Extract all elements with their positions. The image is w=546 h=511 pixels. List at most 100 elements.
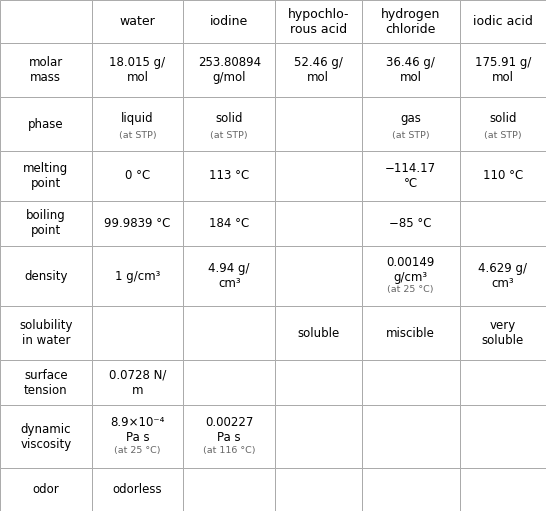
Text: boiling
point: boiling point [26, 210, 66, 238]
Text: soluble: soluble [297, 327, 340, 340]
Bar [0, 43, 92, 97]
Bar [460, 406, 546, 468]
Bar [275, 97, 361, 151]
Bar [460, 360, 546, 406]
Text: 0 °C: 0 °C [125, 169, 150, 182]
Bar [183, 151, 275, 201]
Text: 175.91 g/
mol: 175.91 g/ mol [474, 56, 531, 84]
Bar [92, 468, 183, 511]
Text: 184 °C: 184 °C [209, 217, 250, 230]
Bar [92, 43, 183, 97]
Bar [361, 43, 460, 97]
Text: −114.17
°C: −114.17 °C [385, 162, 436, 190]
Bar [460, 43, 546, 97]
Bar [275, 0, 361, 43]
Text: miscible: miscible [386, 327, 435, 340]
Text: molar
mass: molar mass [29, 56, 63, 84]
Text: 4.629 g/
cm³: 4.629 g/ cm³ [478, 262, 527, 290]
Bar [275, 151, 361, 201]
Bar [0, 468, 92, 511]
Text: (at 25 °C): (at 25 °C) [387, 285, 434, 294]
Text: iodic acid: iodic acid [473, 15, 533, 28]
Text: hypochlo-
rous acid: hypochlo- rous acid [288, 8, 349, 36]
Bar [0, 246, 92, 306]
Bar [361, 201, 460, 246]
Bar [183, 306, 275, 360]
Bar [460, 468, 546, 511]
Bar [361, 151, 460, 201]
Text: (at 116 °C): (at 116 °C) [203, 446, 256, 455]
Bar [361, 306, 460, 360]
Text: gas: gas [400, 112, 421, 125]
Bar [460, 306, 546, 360]
Text: (at STP): (at STP) [391, 131, 429, 141]
Text: odor: odor [32, 483, 59, 496]
Bar [92, 201, 183, 246]
Text: hydrogen
chloride: hydrogen chloride [381, 8, 440, 36]
Text: 52.46 g/
mol: 52.46 g/ mol [294, 56, 343, 84]
Bar [0, 306, 92, 360]
Bar [361, 246, 460, 306]
Bar [275, 468, 361, 511]
Text: 1 g/cm³: 1 g/cm³ [115, 270, 160, 283]
Bar [92, 151, 183, 201]
Text: 0.00149
g/cm³: 0.00149 g/cm³ [387, 256, 435, 284]
Bar [183, 360, 275, 406]
Text: 113 °C: 113 °C [209, 169, 250, 182]
Bar [361, 97, 460, 151]
Bar [275, 360, 361, 406]
Bar [0, 360, 92, 406]
Bar [275, 246, 361, 306]
Bar [460, 0, 546, 43]
Text: 4.94 g/
cm³: 4.94 g/ cm³ [209, 262, 250, 290]
Bar [275, 201, 361, 246]
Text: solubility
in water: solubility in water [19, 319, 73, 347]
Text: very
soluble: very soluble [482, 319, 524, 347]
Text: solid: solid [489, 112, 517, 125]
Bar [183, 406, 275, 468]
Text: surface
tension: surface tension [24, 369, 68, 397]
Text: 99.9839 °C: 99.9839 °C [104, 217, 171, 230]
Text: odorless: odorless [112, 483, 162, 496]
Text: water: water [120, 15, 156, 28]
Text: liquid: liquid [121, 112, 154, 125]
Bar [460, 246, 546, 306]
Bar [460, 97, 546, 151]
Text: (at STP): (at STP) [210, 131, 248, 141]
Bar [275, 43, 361, 97]
Text: 0.0728 N/
m: 0.0728 N/ m [109, 369, 166, 397]
Text: 110 °C: 110 °C [483, 169, 523, 182]
Bar [183, 97, 275, 151]
Bar [275, 306, 361, 360]
Text: dynamic
viscosity: dynamic viscosity [20, 423, 72, 451]
Text: iodine: iodine [210, 15, 248, 28]
Bar [0, 406, 92, 468]
Text: 253.80894
g/mol: 253.80894 g/mol [198, 56, 261, 84]
Bar [0, 151, 92, 201]
Bar [361, 360, 460, 406]
Bar [361, 468, 460, 511]
Bar [183, 246, 275, 306]
Bar [0, 201, 92, 246]
Bar [92, 0, 183, 43]
Text: solid: solid [216, 112, 243, 125]
Bar [361, 0, 460, 43]
Bar [92, 360, 183, 406]
Bar [92, 97, 183, 151]
Text: (at STP): (at STP) [118, 131, 156, 141]
Text: 8.9×10⁻⁴
Pa s: 8.9×10⁻⁴ Pa s [110, 416, 165, 445]
Text: 0.00227
Pa s: 0.00227 Pa s [205, 416, 253, 445]
Bar [183, 43, 275, 97]
Text: density: density [24, 270, 68, 283]
Bar [92, 246, 183, 306]
Bar [0, 97, 92, 151]
Bar [460, 201, 546, 246]
Bar [92, 306, 183, 360]
Bar [183, 468, 275, 511]
Bar [275, 406, 361, 468]
Bar [460, 151, 546, 201]
Text: (at STP): (at STP) [484, 131, 521, 141]
Text: (at 25 °C): (at 25 °C) [114, 446, 161, 455]
Bar [183, 0, 275, 43]
Text: 18.015 g/
mol: 18.015 g/ mol [110, 56, 165, 84]
